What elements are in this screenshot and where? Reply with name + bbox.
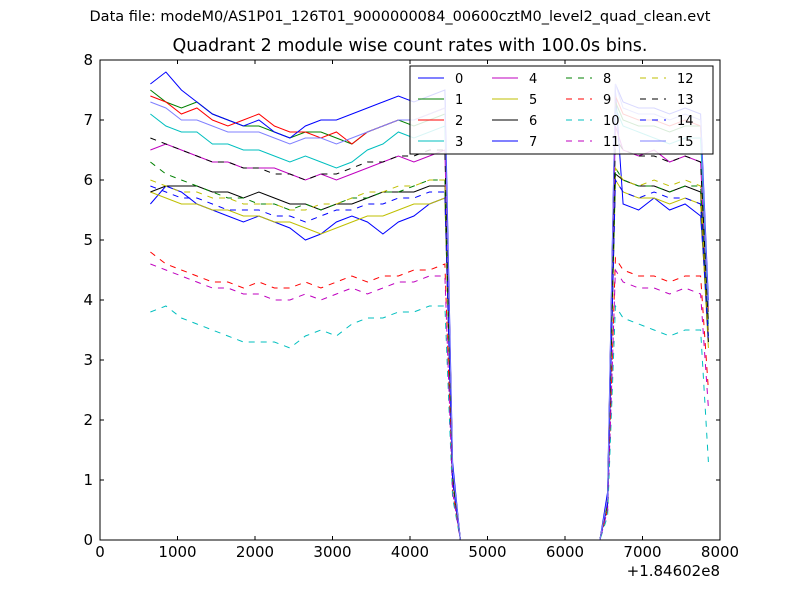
y-tick-label: 2 xyxy=(83,411,93,429)
chart-title: Quadrant 2 module wise count rates with … xyxy=(172,36,648,56)
legend-label-6: 6 xyxy=(529,114,537,129)
x-axis-offset-label: +1.84602e8 xyxy=(626,562,720,580)
series-line-12 xyxy=(150,166,709,540)
y-tick-label: 3 xyxy=(83,351,93,369)
series-line-2 xyxy=(150,95,709,540)
y-tick-label: 6 xyxy=(83,171,93,189)
x-tick-label: 0 xyxy=(95,543,105,561)
x-tick-label: 4000 xyxy=(391,543,429,561)
x-tick-label: 3000 xyxy=(313,543,351,561)
y-tick-label: 5 xyxy=(83,231,93,249)
series-line-3 xyxy=(150,107,709,540)
series-line-11 xyxy=(150,263,709,540)
legend-label-11: 11 xyxy=(603,135,620,150)
legend-label-13: 13 xyxy=(677,93,694,108)
legend-label-1: 1 xyxy=(455,93,463,108)
series-line-8 xyxy=(150,161,709,540)
x-tick-label: 7000 xyxy=(623,543,661,561)
legend-label-9: 9 xyxy=(603,93,611,108)
axis-ticks: 0 1000 2000 3000 4000 5000 6000 7000 80000123456… xyxy=(83,51,739,561)
data-file-suptitle: Data file: modeM0/AS1P01_126T01_90000000… xyxy=(89,9,711,25)
series-line-13 xyxy=(150,136,709,540)
y-tick-label: 0 xyxy=(83,531,93,549)
series-line-0 xyxy=(150,89,709,540)
legend-label-8: 8 xyxy=(603,72,611,87)
legend-label-7: 7 xyxy=(529,135,537,150)
legend-label-12: 12 xyxy=(677,72,694,87)
legend-label-3: 3 xyxy=(455,135,463,150)
x-tick-label: 6000 xyxy=(546,543,584,561)
x-tick-label: 5000 xyxy=(468,543,506,561)
y-tick-label: 7 xyxy=(83,111,93,129)
y-tick-label: 1 xyxy=(83,471,93,489)
legend-label-15: 15 xyxy=(677,135,694,150)
x-tick-label: 1000 xyxy=(158,543,196,561)
x-tick-label: 8000 xyxy=(701,543,739,561)
y-tick-label: 8 xyxy=(83,51,93,69)
x-tick-label: 2000 xyxy=(236,543,274,561)
series-line-6 xyxy=(150,172,709,540)
y-tick-label: 4 xyxy=(83,291,93,309)
legend-label-2: 2 xyxy=(455,114,463,129)
legend-label-10: 10 xyxy=(603,114,620,129)
legend-label-4: 4 xyxy=(529,72,537,87)
series-line-10 xyxy=(150,304,709,540)
legend-label-0: 0 xyxy=(455,72,463,87)
series-line-4 xyxy=(150,125,709,540)
legend-label-14: 14 xyxy=(677,114,694,129)
series-line-5 xyxy=(150,178,709,540)
series-line-14 xyxy=(150,178,709,540)
legend-box xyxy=(409,65,714,155)
legend-label-5: 5 xyxy=(529,93,537,108)
series-line-1 xyxy=(150,89,709,540)
series-line-9 xyxy=(150,251,709,540)
